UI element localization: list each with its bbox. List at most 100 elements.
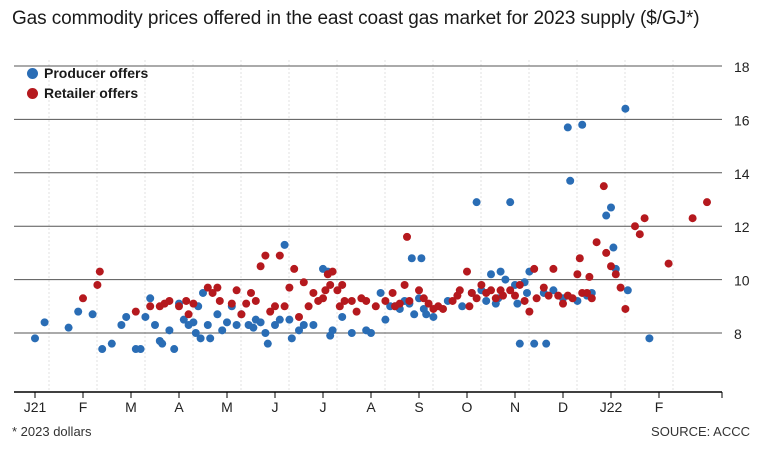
data-point-retailer <box>189 299 198 308</box>
data-point-producer <box>515 339 524 348</box>
data-point-producer <box>487 270 495 279</box>
data-point-producer <box>64 323 73 332</box>
data-point-producer <box>422 310 431 319</box>
data-point-producer <box>367 329 375 337</box>
data-point-retailer <box>592 238 601 247</box>
grid-layer <box>14 60 722 392</box>
data-point-producer <box>249 323 258 332</box>
data-point-producer <box>609 243 618 252</box>
data-point-retailer <box>585 272 594 281</box>
data-point-retailer <box>280 302 289 311</box>
data-point-producer <box>275 315 284 324</box>
data-point-retailer <box>319 294 327 303</box>
x-tick-label: A <box>366 399 376 415</box>
footnote: * 2023 dollars <box>12 424 92 439</box>
data-point-producer <box>506 198 515 207</box>
data-point-producer <box>645 334 654 343</box>
data-point-retailer <box>261 251 270 260</box>
data-point-producer <box>417 254 426 263</box>
data-point-producer <box>88 310 97 319</box>
data-point-retailer <box>703 198 711 207</box>
data-point-producer <box>263 339 272 348</box>
data-point-retailer <box>573 270 582 279</box>
data-point-producer <box>295 326 303 335</box>
data-point-producer <box>621 104 630 113</box>
data-point-retailer <box>448 296 457 305</box>
data-point-retailer <box>664 259 673 268</box>
chart-title: Gas commodity prices offered in the east… <box>12 8 700 29</box>
data-point-producer <box>496 267 505 276</box>
data-point-producer <box>429 312 438 321</box>
data-point-producer <box>151 320 159 329</box>
data-point-producer <box>309 320 318 329</box>
axis-layer: 8 10 12 14 16 18 J21 F M A M J J A S O N D J22 F <box>14 59 750 415</box>
data-point-producer <box>122 312 131 321</box>
data-point-retailer <box>640 214 649 223</box>
data-point-producer <box>563 123 572 132</box>
data-point-producer <box>107 339 116 348</box>
data-point-producer <box>196 334 205 343</box>
data-point-retailer <box>165 296 174 305</box>
data-point-producer <box>206 334 215 343</box>
data-point-retailer <box>213 283 222 292</box>
x-tick-label: N <box>510 399 520 415</box>
data-point-producer <box>501 275 510 284</box>
data-point-retailer <box>340 296 349 305</box>
data-point-producer <box>602 211 611 220</box>
y-tick-label: 8 <box>734 326 742 342</box>
data-point-retailer <box>175 302 183 311</box>
legend-label-retailer: Retailer offers <box>44 85 139 101</box>
data-point-retailer <box>491 294 500 303</box>
x-tick-label: A <box>174 399 184 415</box>
data-point-retailer <box>295 312 303 321</box>
x-tick-label: F <box>655 399 664 415</box>
data-point-retailer <box>530 264 539 273</box>
data-point-producer <box>117 320 126 329</box>
data-point-retailer <box>328 267 337 276</box>
data-point-retailer <box>472 294 481 303</box>
y-tick-label: 14 <box>734 166 750 182</box>
data-point-producer <box>170 345 179 354</box>
data-point-retailer <box>338 280 347 289</box>
legend-label-producer: Producer offers <box>44 65 149 81</box>
y-tick-label: 10 <box>734 273 750 289</box>
data-point-retailer <box>424 299 433 308</box>
data-point-producer <box>542 339 551 348</box>
data-point-retailer <box>400 280 409 289</box>
data-point-producer <box>141 312 150 321</box>
x-tick-label: D <box>558 399 568 415</box>
x-tick-label: O <box>462 399 473 415</box>
data-point-retailer <box>554 291 563 300</box>
data-point-retailer <box>467 288 476 297</box>
data-point-producer <box>376 288 385 297</box>
data-point-producer <box>98 345 107 354</box>
data-point-retailer <box>182 296 191 305</box>
x-tick-label: M <box>125 399 137 415</box>
data-point-retailer <box>275 251 284 260</box>
data-point-retailer <box>309 288 318 297</box>
data-point-producer <box>203 320 212 329</box>
data-point-retailer <box>388 288 397 297</box>
data-point-retailer <box>93 280 102 289</box>
data-point-producer <box>223 318 231 327</box>
data-point-retailer <box>549 264 558 273</box>
data-point-retailer <box>532 294 541 303</box>
x-tick-label: J <box>320 399 327 415</box>
data-point-producer <box>549 286 558 295</box>
data-point-producer <box>256 318 265 327</box>
points-layer <box>31 104 711 354</box>
data-point-retailer <box>611 270 620 279</box>
data-point-producer <box>271 320 279 329</box>
data-point-retailer <box>568 294 577 303</box>
data-point-retailer <box>477 280 486 289</box>
data-point-retailer <box>215 296 224 305</box>
data-point-retailer <box>487 286 495 295</box>
data-point-retailer <box>465 302 474 311</box>
data-point-retailer <box>208 288 217 297</box>
data-point-producer <box>136 345 145 354</box>
data-point-retailer <box>599 182 608 191</box>
data-point-retailer <box>95 267 104 276</box>
data-point-retailer <box>271 302 279 311</box>
legend-item-retailer: Retailer offers <box>27 83 148 103</box>
